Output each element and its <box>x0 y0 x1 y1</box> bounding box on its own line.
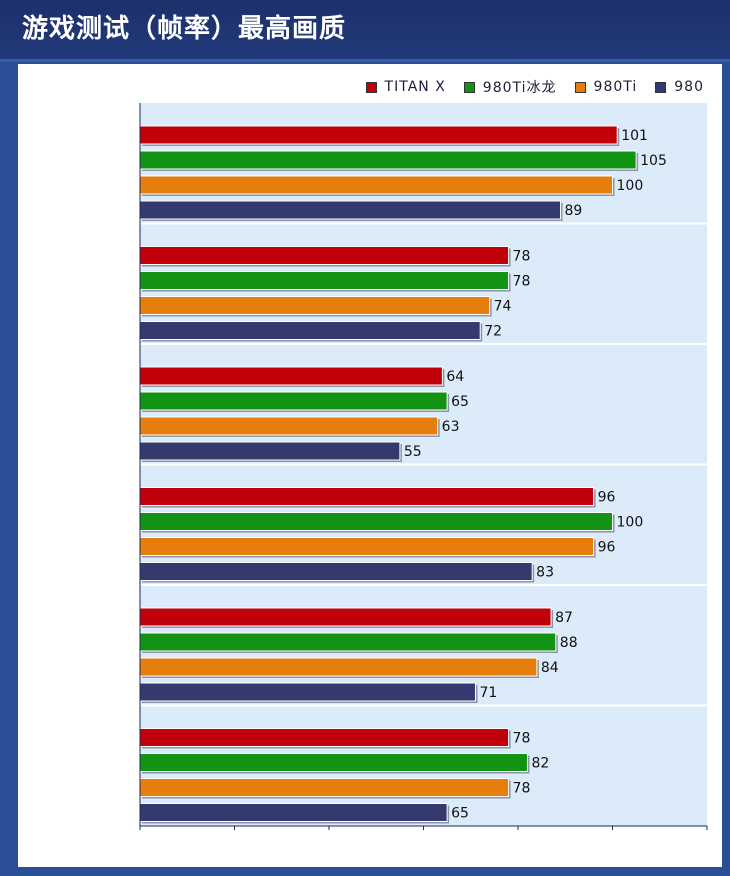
bar <box>139 778 510 797</box>
legend-label: 980Ti冰龙 <box>482 80 557 96</box>
data-label: 78 <box>513 731 531 747</box>
x-tick-label: 100 <box>599 834 626 850</box>
bar <box>139 632 557 652</box>
legend-swatch <box>574 81 586 93</box>
bar <box>139 803 448 822</box>
x-tick-label: 80 <box>509 834 527 850</box>
bar <box>139 150 637 170</box>
data-label: 71 <box>479 685 497 701</box>
category-label: GTA5 <box>97 527 137 543</box>
data-label: 78 <box>513 249 531 265</box>
chart-title: 游戏测试（帧率）最高画质 <box>22 14 347 44</box>
bar <box>139 296 491 315</box>
data-label: 72 <box>484 324 502 340</box>
legend-swatch <box>463 81 475 93</box>
legend-label: 980Ti <box>593 79 638 95</box>
bar <box>139 512 613 531</box>
bar <box>139 366 443 386</box>
data-label: 105 <box>640 153 667 169</box>
data-label: 82 <box>531 756 549 772</box>
legend-item-980ti-icedragon: 980Ti冰龙 <box>463 77 557 97</box>
x-tick-label: 40 <box>320 834 338 850</box>
x-tick-label: 0 <box>136 834 145 850</box>
bar <box>139 487 595 506</box>
category-label: 龙腾世纪：审判 <box>38 767 137 784</box>
category-label: 看门狗 <box>94 285 137 302</box>
data-label: 65 <box>451 394 469 410</box>
data-label: 88 <box>560 635 578 651</box>
data-label: 96 <box>598 490 616 506</box>
bar <box>139 125 618 145</box>
data-label: 101 <box>621 128 648 144</box>
data-label: 78 <box>513 781 531 797</box>
data-label: 64 <box>446 369 464 385</box>
data-label: 63 <box>442 419 460 435</box>
legend-item-980: 980 <box>655 79 704 95</box>
data-label: 65 <box>451 806 469 822</box>
x-tick-label: 20 <box>226 834 244 850</box>
bar <box>139 321 481 340</box>
data-label: 100 <box>617 515 644 531</box>
category-label: RYSE：罗马之子 <box>27 647 137 664</box>
bar <box>139 657 538 677</box>
bar <box>139 391 448 411</box>
bar <box>139 728 510 747</box>
data-label: 78 <box>513 274 531 290</box>
legend-label: 980 <box>674 79 704 95</box>
header-bar: 游戏测试（帧率）最高画质 <box>0 0 730 62</box>
data-label: 84 <box>541 660 559 676</box>
data-label: 83 <box>536 565 554 581</box>
legend-swatch <box>365 81 377 93</box>
data-label: 100 <box>617 178 644 194</box>
bar <box>139 441 401 461</box>
bar <box>139 607 552 627</box>
legend: TITAN X 980Ti冰龙 980Ti 980 <box>365 77 704 97</box>
data-label: 96 <box>598 540 616 556</box>
bar <box>139 682 476 702</box>
data-label: 55 <box>404 444 422 460</box>
legend-item-980ti: 980Ti <box>574 79 638 95</box>
bar <box>139 562 533 581</box>
x-tick-label: 60 <box>415 834 433 850</box>
bar <box>139 271 510 290</box>
bar <box>139 537 595 556</box>
bar <box>139 175 613 195</box>
bar <box>139 200 562 220</box>
bar <box>139 753 528 772</box>
x-tick-label: 120 <box>694 834 721 850</box>
bar <box>139 416 439 436</box>
data-label: 74 <box>494 299 512 315</box>
category-label: 孤岛危机3 <box>71 406 137 423</box>
legend-swatch <box>655 81 667 93</box>
data-label: 89 <box>565 203 583 219</box>
legend-item-titan-x: TITAN X <box>365 79 446 95</box>
data-label: 87 <box>555 610 573 626</box>
legend-label: TITAN X <box>384 79 446 95</box>
bar <box>139 246 510 265</box>
category-label: 孤岛惊魂4 <box>71 165 137 182</box>
